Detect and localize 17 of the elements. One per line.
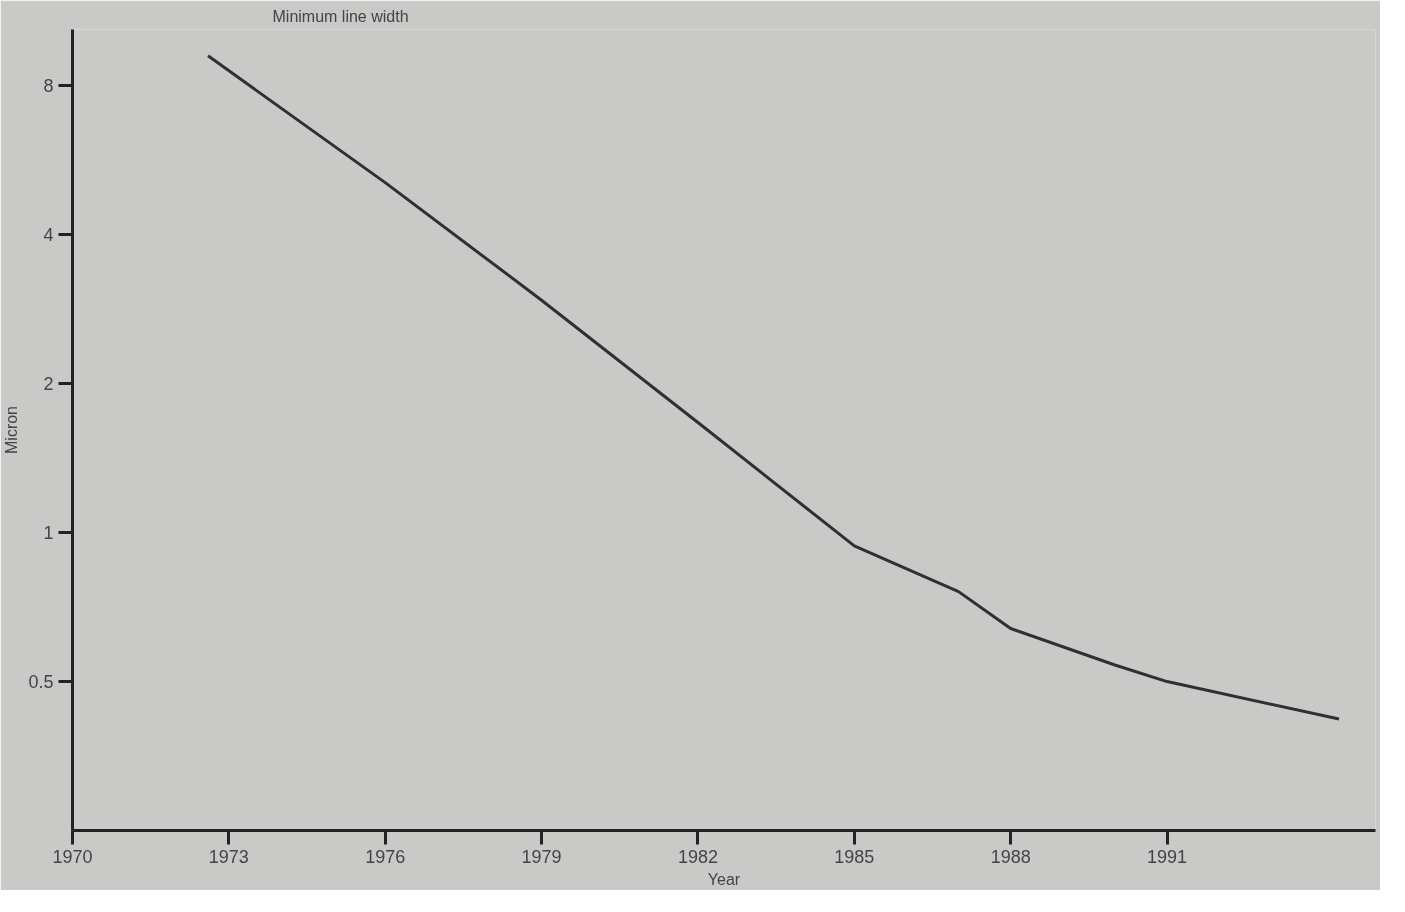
y-tick-label: 4 (43, 225, 54, 246)
y-tick-label: 8 (43, 76, 54, 97)
y-tick-label: 2 (43, 374, 54, 395)
x-tick-label: 1988 (990, 846, 1031, 867)
x-tick-label: 1976 (365, 846, 406, 867)
x-tick-label: 1982 (677, 846, 718, 867)
chart-title: Minimum line width (272, 7, 409, 25)
y-tick-label: 0.5 (28, 672, 54, 693)
x-tick-label: 1970 (52, 846, 93, 867)
x-axis-title: Year (707, 870, 741, 888)
x-tick-label: 1991 (1147, 846, 1188, 867)
x-tick-label: 1973 (208, 846, 249, 867)
x-tick-label: 1979 (521, 846, 562, 867)
y-tick-label: 1 (43, 523, 54, 544)
y-axis-title: Micron (3, 405, 21, 454)
x-tick-label: 1985 (834, 846, 875, 867)
line-series (206, 54, 1341, 721)
